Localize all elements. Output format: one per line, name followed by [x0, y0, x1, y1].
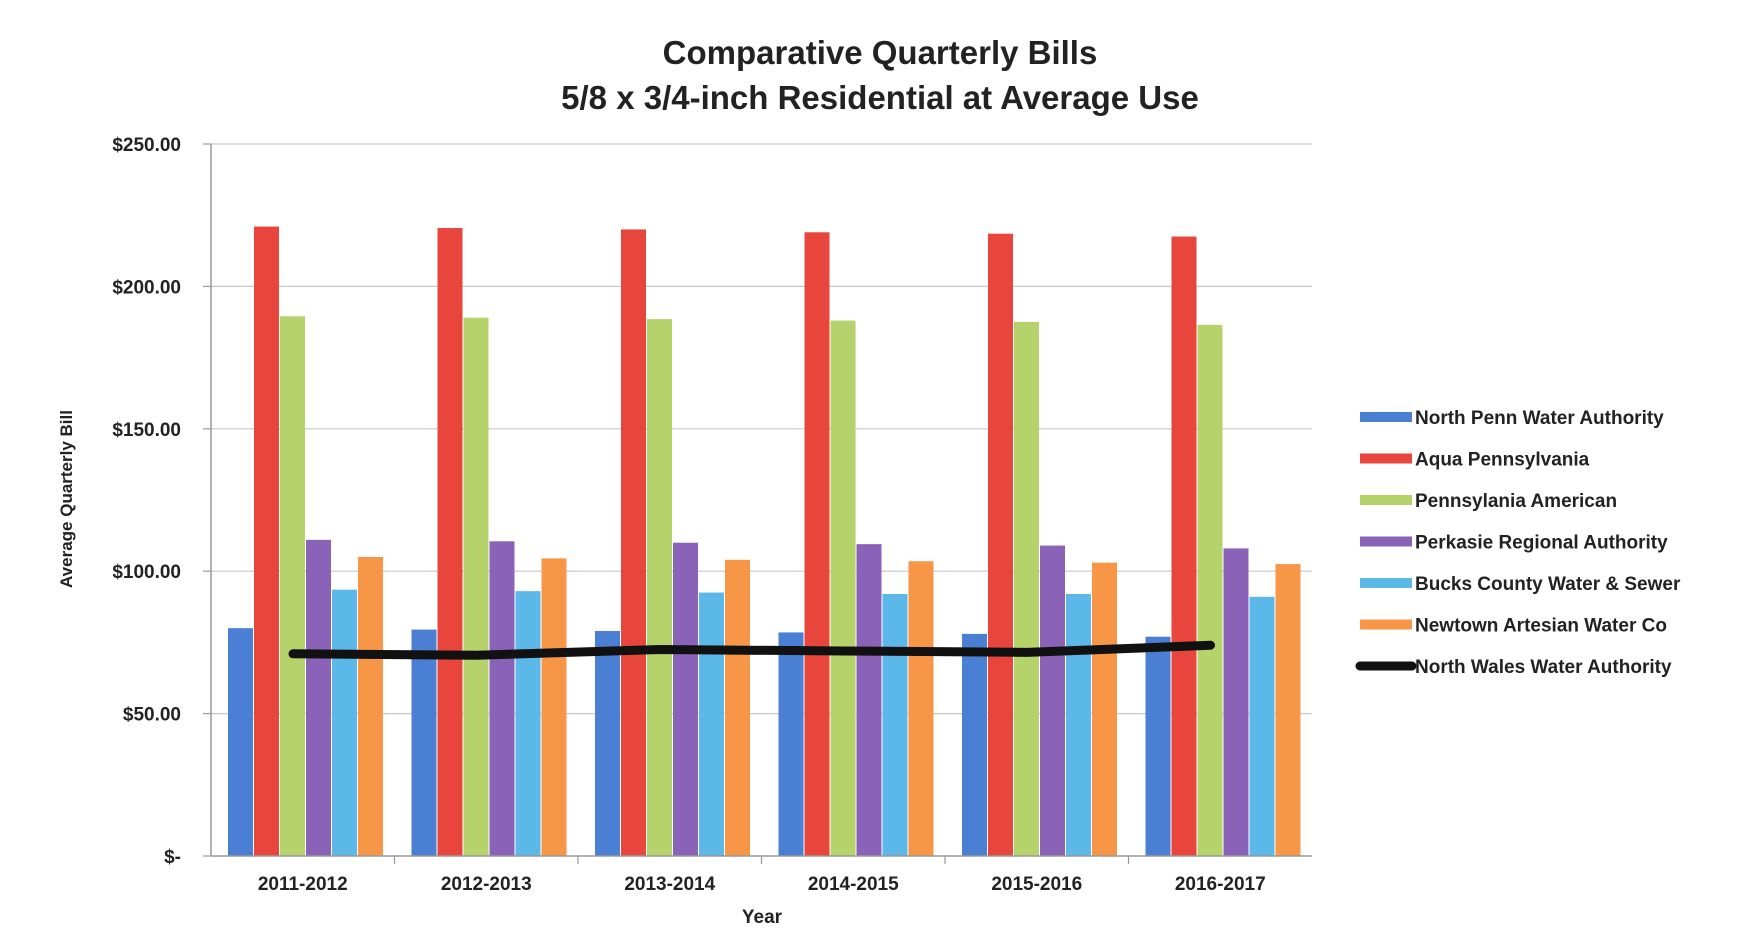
- y-tick-label: $100.00: [112, 562, 181, 583]
- bar: [621, 229, 646, 856]
- gridlines: [211, 143, 1312, 715]
- bar: [1066, 593, 1091, 856]
- bar: [647, 319, 672, 857]
- x-tick-label: 2015-2016: [991, 874, 1082, 895]
- bar: [1249, 596, 1275, 856]
- bar: [595, 631, 620, 856]
- x-axis-ticks: 2011-2012 2012-2013 2013-2014 2014-2015 2015…: [258, 856, 1266, 895]
- bar: [228, 628, 253, 856]
- legend-label: North Penn Water Authority: [1415, 408, 1664, 429]
- y-axis-label: Average Quarterly Bill: [57, 410, 76, 588]
- bar: [437, 228, 463, 857]
- x-tick-label: 2011-2012: [258, 874, 348, 895]
- bar: [908, 561, 934, 856]
- x-tick-label: 2012-2013: [441, 874, 532, 895]
- bars: [228, 226, 1301, 857]
- bar: [988, 233, 1013, 856]
- legend-label: Perkasie Regional Authority: [1415, 533, 1668, 554]
- bar: [411, 629, 437, 856]
- x-tick-label: 2016-2017: [1175, 874, 1266, 895]
- bar: [280, 316, 305, 857]
- chart-title-line-2: 5/8 x 3/4-inch Residential at Average Us…: [561, 79, 1199, 116]
- bar: [332, 589, 357, 856]
- bar: [830, 320, 856, 856]
- bar: [673, 542, 698, 856]
- bar: [699, 592, 724, 856]
- bar: [358, 556, 383, 856]
- bar: [1275, 564, 1301, 856]
- legend-label: Newtown Artesian Water Co: [1415, 616, 1667, 637]
- chart-title-line-1: Comparative Quarterly Bills: [663, 34, 1098, 71]
- bar: [1014, 322, 1039, 856]
- bar: [882, 593, 908, 856]
- legend-label: Bucks County Water & Sewer: [1415, 574, 1681, 595]
- y-tick-label: $-: [164, 847, 181, 868]
- x-tick-label: 2014-2015: [808, 874, 899, 895]
- legend: North Penn Water Authority Aqua Pennsylva…: [1355, 408, 1681, 678]
- x-tick-label: 2013-2014: [624, 874, 715, 895]
- bar: [463, 317, 489, 856]
- bar: [804, 232, 830, 857]
- bar: [489, 541, 515, 856]
- y-tick-label: $50.00: [123, 705, 181, 726]
- bar: [1223, 548, 1249, 856]
- bar: [515, 591, 541, 856]
- bar: [778, 632, 804, 856]
- legend-swatch: [1360, 578, 1412, 588]
- bar: [1092, 562, 1117, 856]
- series-line: [288, 640, 1215, 660]
- line-series: [288, 640, 1215, 660]
- bar: [1040, 545, 1065, 856]
- bar: [254, 226, 279, 857]
- bar: [725, 559, 750, 856]
- y-tick-label: $150.00: [112, 420, 181, 441]
- x-axis-label: Year: [742, 907, 783, 928]
- bar: [1145, 636, 1171, 856]
- legend-label: Pennsylania American: [1415, 491, 1617, 512]
- legend-swatch: [1360, 495, 1412, 505]
- bar: [1171, 236, 1197, 856]
- legend-label: Aqua Pennsylvania: [1415, 450, 1590, 471]
- legend-swatch: [1360, 619, 1412, 630]
- bar: [306, 539, 331, 856]
- y-axis-ticks: $- $50.00 $100.00 $150.00 $200.00 $250.00: [112, 135, 211, 868]
- legend-label: North Wales Water Authority: [1415, 657, 1672, 678]
- bar: [962, 633, 987, 856]
- y-tick-label: $250.00: [112, 135, 181, 156]
- bar: [541, 558, 567, 856]
- bar: [856, 544, 882, 856]
- legend-swatch: [1360, 536, 1412, 547]
- legend-swatch: [1360, 453, 1412, 464]
- bar: [1197, 324, 1223, 856]
- y-tick-label: $200.00: [112, 277, 181, 298]
- legend-swatch: [1360, 412, 1412, 422]
